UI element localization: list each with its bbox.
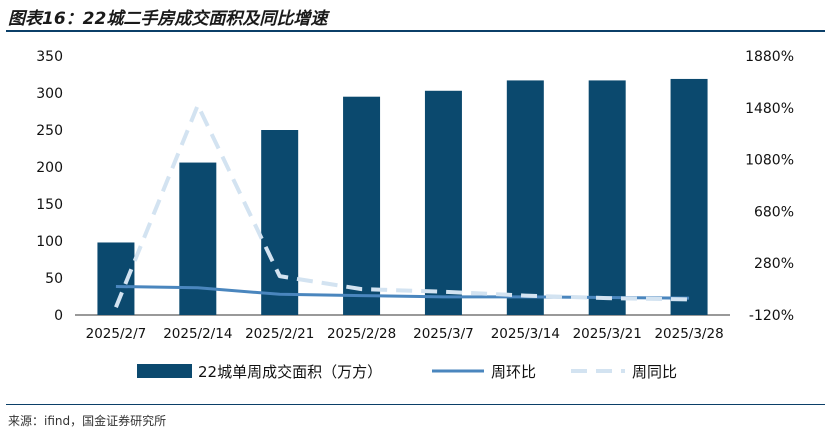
legend-bar-swatch: [137, 364, 192, 378]
left-tick-label: 300: [36, 86, 63, 102]
right-tick-label: 1080%: [745, 153, 794, 169]
x-tick-label: 2025/2/21: [245, 326, 314, 342]
left-tick-label: 200: [36, 160, 63, 176]
bar: [179, 162, 217, 315]
x-tick-label: 2025/3/14: [491, 326, 560, 342]
left-tick-label: 250: [36, 123, 63, 139]
legend-label: 22城单周成交面积（万方）: [198, 363, 382, 381]
left-tick-label: 150: [36, 197, 63, 213]
bar: [588, 80, 626, 315]
x-axis: 2025/2/7 2025/2/14 2025/2/21 2025/2/28 2025/…: [86, 326, 724, 342]
x-tick-label: 2025/3/7: [413, 326, 474, 342]
chart: 0 50 100 150 200 250 300 350 -120% 280% 680% 1080%…: [36, 49, 794, 381]
left-tick-label: 0: [54, 308, 63, 324]
right-tick-label: 680%: [754, 204, 794, 220]
line-series: [114, 103, 690, 308]
right-tick-label: 1480%: [745, 101, 794, 117]
x-tick-label: 2025/3/28: [654, 326, 723, 342]
bar: [670, 78, 708, 315]
title-divider: [6, 30, 825, 32]
yoy-line: [114, 103, 690, 308]
x-tick-label: 2025/2/7: [86, 326, 147, 342]
bar: [424, 90, 462, 315]
bar: [261, 130, 299, 315]
left-axis: 0 50 100 150 200 250 300 350: [36, 49, 63, 324]
legend: 22城单周成交面积（万方） 周环比 周同比: [137, 363, 677, 381]
bar-series: [97, 78, 708, 315]
x-tick-label: 2025/2/28: [327, 326, 396, 342]
bar: [506, 80, 544, 315]
left-tick-label: 100: [36, 234, 63, 250]
right-tick-label: -120%: [749, 308, 794, 324]
x-tick-label: 2025/3/21: [573, 326, 642, 342]
mom-line: [115, 285, 690, 300]
footer-divider: [6, 404, 825, 405]
chart-title: 图表16：22城二手房成交面积及同比增速: [8, 9, 328, 29]
right-tick-label: 1880%: [745, 49, 794, 65]
right-tick-label: 280%: [754, 256, 794, 272]
source-note: 来源：ifind，国金证券研究所: [8, 414, 167, 428]
right-axis: -120% 280% 680% 1080% 1480% 1880%: [745, 49, 794, 324]
left-tick-label: 50: [45, 271, 63, 287]
legend-label: 周同比: [632, 363, 677, 381]
bar: [343, 96, 381, 315]
x-tick-label: 2025/2/14: [163, 326, 232, 342]
left-tick-label: 350: [36, 49, 63, 65]
legend-label: 周环比: [491, 363, 536, 381]
